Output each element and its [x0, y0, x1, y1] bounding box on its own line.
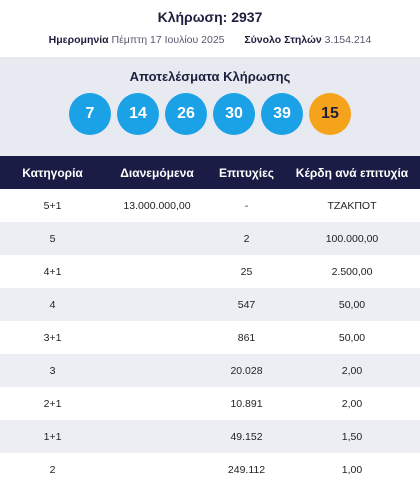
columns-label: Σύνολο Στηλών — [244, 34, 322, 46]
table-row: 5 2 100.000,00 — [0, 222, 420, 255]
table-row: 4+1 25 2.500,00 — [0, 255, 420, 288]
cell-prize: 2.500,00 — [331, 265, 373, 278]
number-ball: 39 — [261, 93, 303, 135]
number-ball: 30 — [213, 93, 255, 135]
cell-prize: 1,00 — [341, 463, 363, 476]
cell-winners: 547 — [237, 298, 256, 311]
draw-header: Κλήρωση: 2937 Ημερομηνία Πέμπτη 17 Ιουλί… — [0, 0, 420, 58]
cell-category: 4+1 — [43, 265, 62, 278]
bonus-ball: 15 — [309, 93, 351, 135]
cell-prize: 100.000,00 — [325, 232, 379, 245]
cell-prize: 50,00 — [338, 331, 366, 344]
cell-category: 3 — [49, 364, 56, 377]
table-row: 4 547 50,00 — [0, 288, 420, 321]
cell-prize: ΤΖΑΚΠΟΤ — [327, 199, 377, 212]
header-winners: Επιτυχίες — [218, 165, 275, 180]
table-row: 5+1 13.000.000,00 - ΤΖΑΚΠΟΤ — [0, 189, 420, 222]
cell-winners: 10.891 — [230, 397, 263, 410]
cell-distributed — [105, 420, 209, 453]
table-header-row: Κατηγορία Διανεμόμενα Επιτυχίες Κέρδη αν… — [0, 156, 420, 189]
cell-winners: 861 — [237, 331, 256, 344]
cell-winners: 249.112 — [227, 463, 266, 476]
header-distributed: Διανεμόμενα — [120, 165, 194, 180]
cell-winners: 2 — [243, 232, 250, 245]
cell-distributed — [105, 288, 209, 321]
cell-winners: 20.028 — [230, 364, 263, 377]
cell-distributed: 13.000.000,00 — [123, 199, 191, 212]
number-ball: 26 — [165, 93, 207, 135]
cell-category: 5+1 — [43, 199, 62, 212]
cell-category: 2 — [49, 463, 56, 476]
cell-category: 3+1 — [43, 331, 62, 344]
draw-meta: Ημερομηνία Πέμπτη 17 Ιουλίου 2025 Σύνολο… — [0, 34, 420, 46]
header-category: Κατηγορία — [22, 165, 83, 180]
cell-distributed — [105, 321, 209, 354]
cell-distributed — [105, 255, 209, 288]
cell-distributed — [105, 387, 209, 420]
cell-category: 5 — [49, 232, 56, 245]
table-row: 1+1 49.152 1,50 — [0, 420, 420, 453]
cell-distributed — [105, 222, 209, 255]
draw-title: Κλήρωση: 2937 — [157, 9, 263, 25]
table-row: 3+1 861 50,00 — [0, 321, 420, 354]
table-row: 2+1 10.891 2,00 — [0, 387, 420, 420]
cell-distributed — [105, 354, 209, 387]
table-row: 3 20.028 2,00 — [0, 354, 420, 387]
date-label: Ημερομηνία — [48, 34, 109, 46]
cell-category: 4 — [49, 298, 56, 311]
cell-prize: 2,00 — [341, 364, 363, 377]
prize-table-container: Κατηγορία Διανεμόμενα Επιτυχίες Κέρδη αν… — [0, 156, 420, 486]
cell-distributed — [105, 453, 209, 486]
cell-winners: 49.152 — [230, 430, 263, 443]
winning-numbers: 7 14 26 30 39 15 — [0, 93, 420, 135]
cell-winners: 25 — [240, 265, 253, 278]
prize-table: Κατηγορία Διανεμόμενα Επιτυχίες Κέρδη αν… — [0, 156, 420, 486]
cell-category: 2+1 — [43, 397, 62, 410]
cell-prize: 2,00 — [341, 397, 363, 410]
draw-results: Αποτελέσματα Κλήρωσης 7 14 26 30 39 15 — [0, 58, 420, 156]
number-ball: 14 — [117, 93, 159, 135]
results-title: Αποτελέσματα Κλήρωσης — [129, 69, 291, 84]
table-row: 2 249.112 1,00 — [0, 453, 420, 486]
number-ball: 7 — [69, 93, 111, 135]
date-value: Πέμπτη 17 Ιουλίου 2025 — [111, 34, 225, 46]
cell-winners: - — [244, 199, 249, 212]
columns-value: 3.154.214 — [324, 34, 372, 46]
cell-prize: 1,50 — [341, 430, 363, 443]
header-prize-per-winner: Κέρδη ανά επιτυχία — [295, 165, 409, 180]
cell-category: 1+1 — [43, 430, 62, 443]
cell-prize: 50,00 — [338, 298, 366, 311]
